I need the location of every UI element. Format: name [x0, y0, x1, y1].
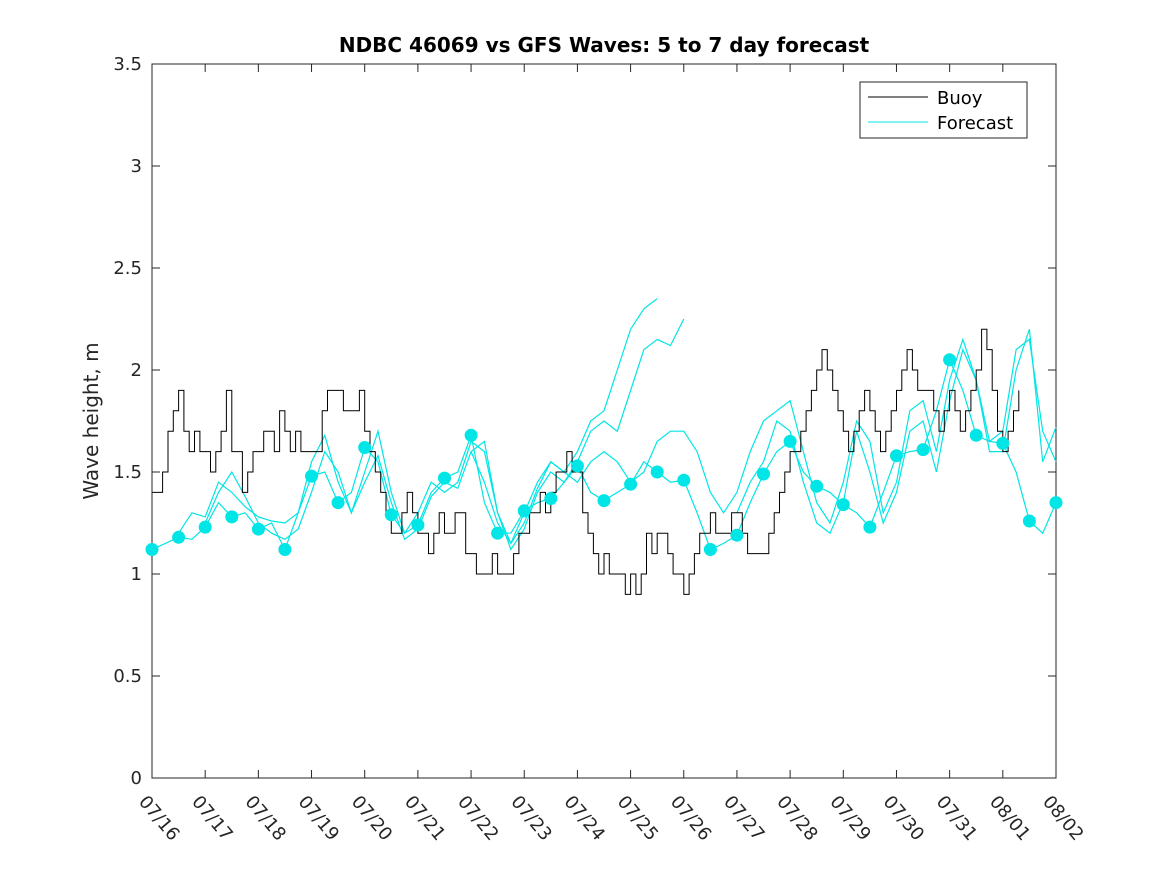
forecast-point	[863, 520, 877, 534]
y-tick-label: 3	[131, 156, 142, 177]
forecast-point	[384, 508, 398, 522]
x-tick-label: 07/19	[294, 792, 343, 845]
x-tick-label: 07/17	[187, 792, 236, 845]
forecast-point	[172, 530, 186, 544]
forecast-point	[624, 477, 638, 491]
x-tick-label: 07/30	[879, 792, 928, 845]
forecast-point	[331, 496, 345, 510]
forecast-point	[570, 459, 584, 473]
forecast-point	[1049, 496, 1063, 510]
legend: Buoy Forecast	[859, 81, 1028, 139]
forecast-point	[198, 520, 212, 534]
x-tick-label: 07/21	[400, 792, 449, 845]
forecast-point	[703, 543, 717, 556]
legend-buoy-label: Buoy	[937, 88, 983, 109]
forecast-point	[836, 498, 850, 512]
y-axis-label: Wave height, m	[79, 342, 103, 499]
forecast-point	[278, 543, 292, 556]
x-tick-label: 07/28	[772, 792, 821, 845]
legend-box	[859, 81, 1028, 139]
forecast-point	[730, 528, 744, 542]
x-tick-label: 07/20	[347, 792, 396, 845]
forecast-point	[251, 522, 265, 536]
x-tick-label: 08/02	[1038, 792, 1087, 845]
x-tick-label: 07/26	[666, 792, 715, 845]
forecast-line-4	[470, 337, 1057, 545]
y-tick-label: 1.5	[113, 462, 142, 483]
x-tick-label: 07/22	[453, 792, 502, 845]
forecast-point	[757, 467, 770, 481]
forecast-point	[358, 441, 372, 454]
forecast-point	[305, 469, 318, 483]
y-tick-label: 1	[131, 564, 142, 585]
y-tick-label: 0	[131, 768, 142, 789]
forecast-point	[491, 526, 505, 540]
forecast-point	[890, 449, 903, 463]
forecast-point	[517, 504, 531, 518]
forecast-point	[438, 471, 451, 485]
forecast-point	[996, 436, 1010, 450]
forecast-point	[411, 518, 425, 532]
y-tick-label: 2.5	[113, 258, 142, 279]
forecast-point	[810, 479, 824, 493]
x-tick-label: 07/27	[719, 792, 768, 845]
forecast-point	[225, 510, 239, 524]
forecast-point	[677, 473, 691, 487]
forecast-point	[916, 443, 930, 457]
forecast-point	[783, 434, 797, 448]
y-tick-label: 3.5	[113, 54, 142, 75]
forecast-point	[464, 428, 478, 442]
legend-forecast-label: Forecast	[937, 113, 1013, 134]
forecast-point	[145, 543, 159, 556]
y-tick-label: 0.5	[113, 666, 142, 687]
x-tick-label: 07/25	[613, 792, 662, 845]
x-tick-label: 07/29	[825, 792, 874, 845]
forecast-point	[650, 465, 664, 479]
x-tick-label: 07/16	[134, 792, 183, 845]
x-tick-label: 07/18	[241, 792, 290, 845]
forecast-point	[544, 492, 558, 505]
y-tick-label: 2	[131, 360, 142, 381]
forecast-point	[597, 494, 611, 508]
x-tick-label: 07/23	[506, 792, 555, 845]
forecast-point	[943, 353, 957, 367]
chart-title: NDBC 46069 vs GFS Waves: 5 to 7 day fore…	[339, 33, 870, 57]
buoy-line	[152, 328, 1020, 595]
forecast-point	[969, 428, 983, 442]
x-tick-label: 07/31	[932, 792, 981, 845]
series-layer	[145, 298, 1063, 595]
x-tick-label: 07/24	[560, 792, 609, 845]
forecast-point	[1022, 514, 1036, 528]
x-tick-label: 08/01	[985, 792, 1034, 845]
